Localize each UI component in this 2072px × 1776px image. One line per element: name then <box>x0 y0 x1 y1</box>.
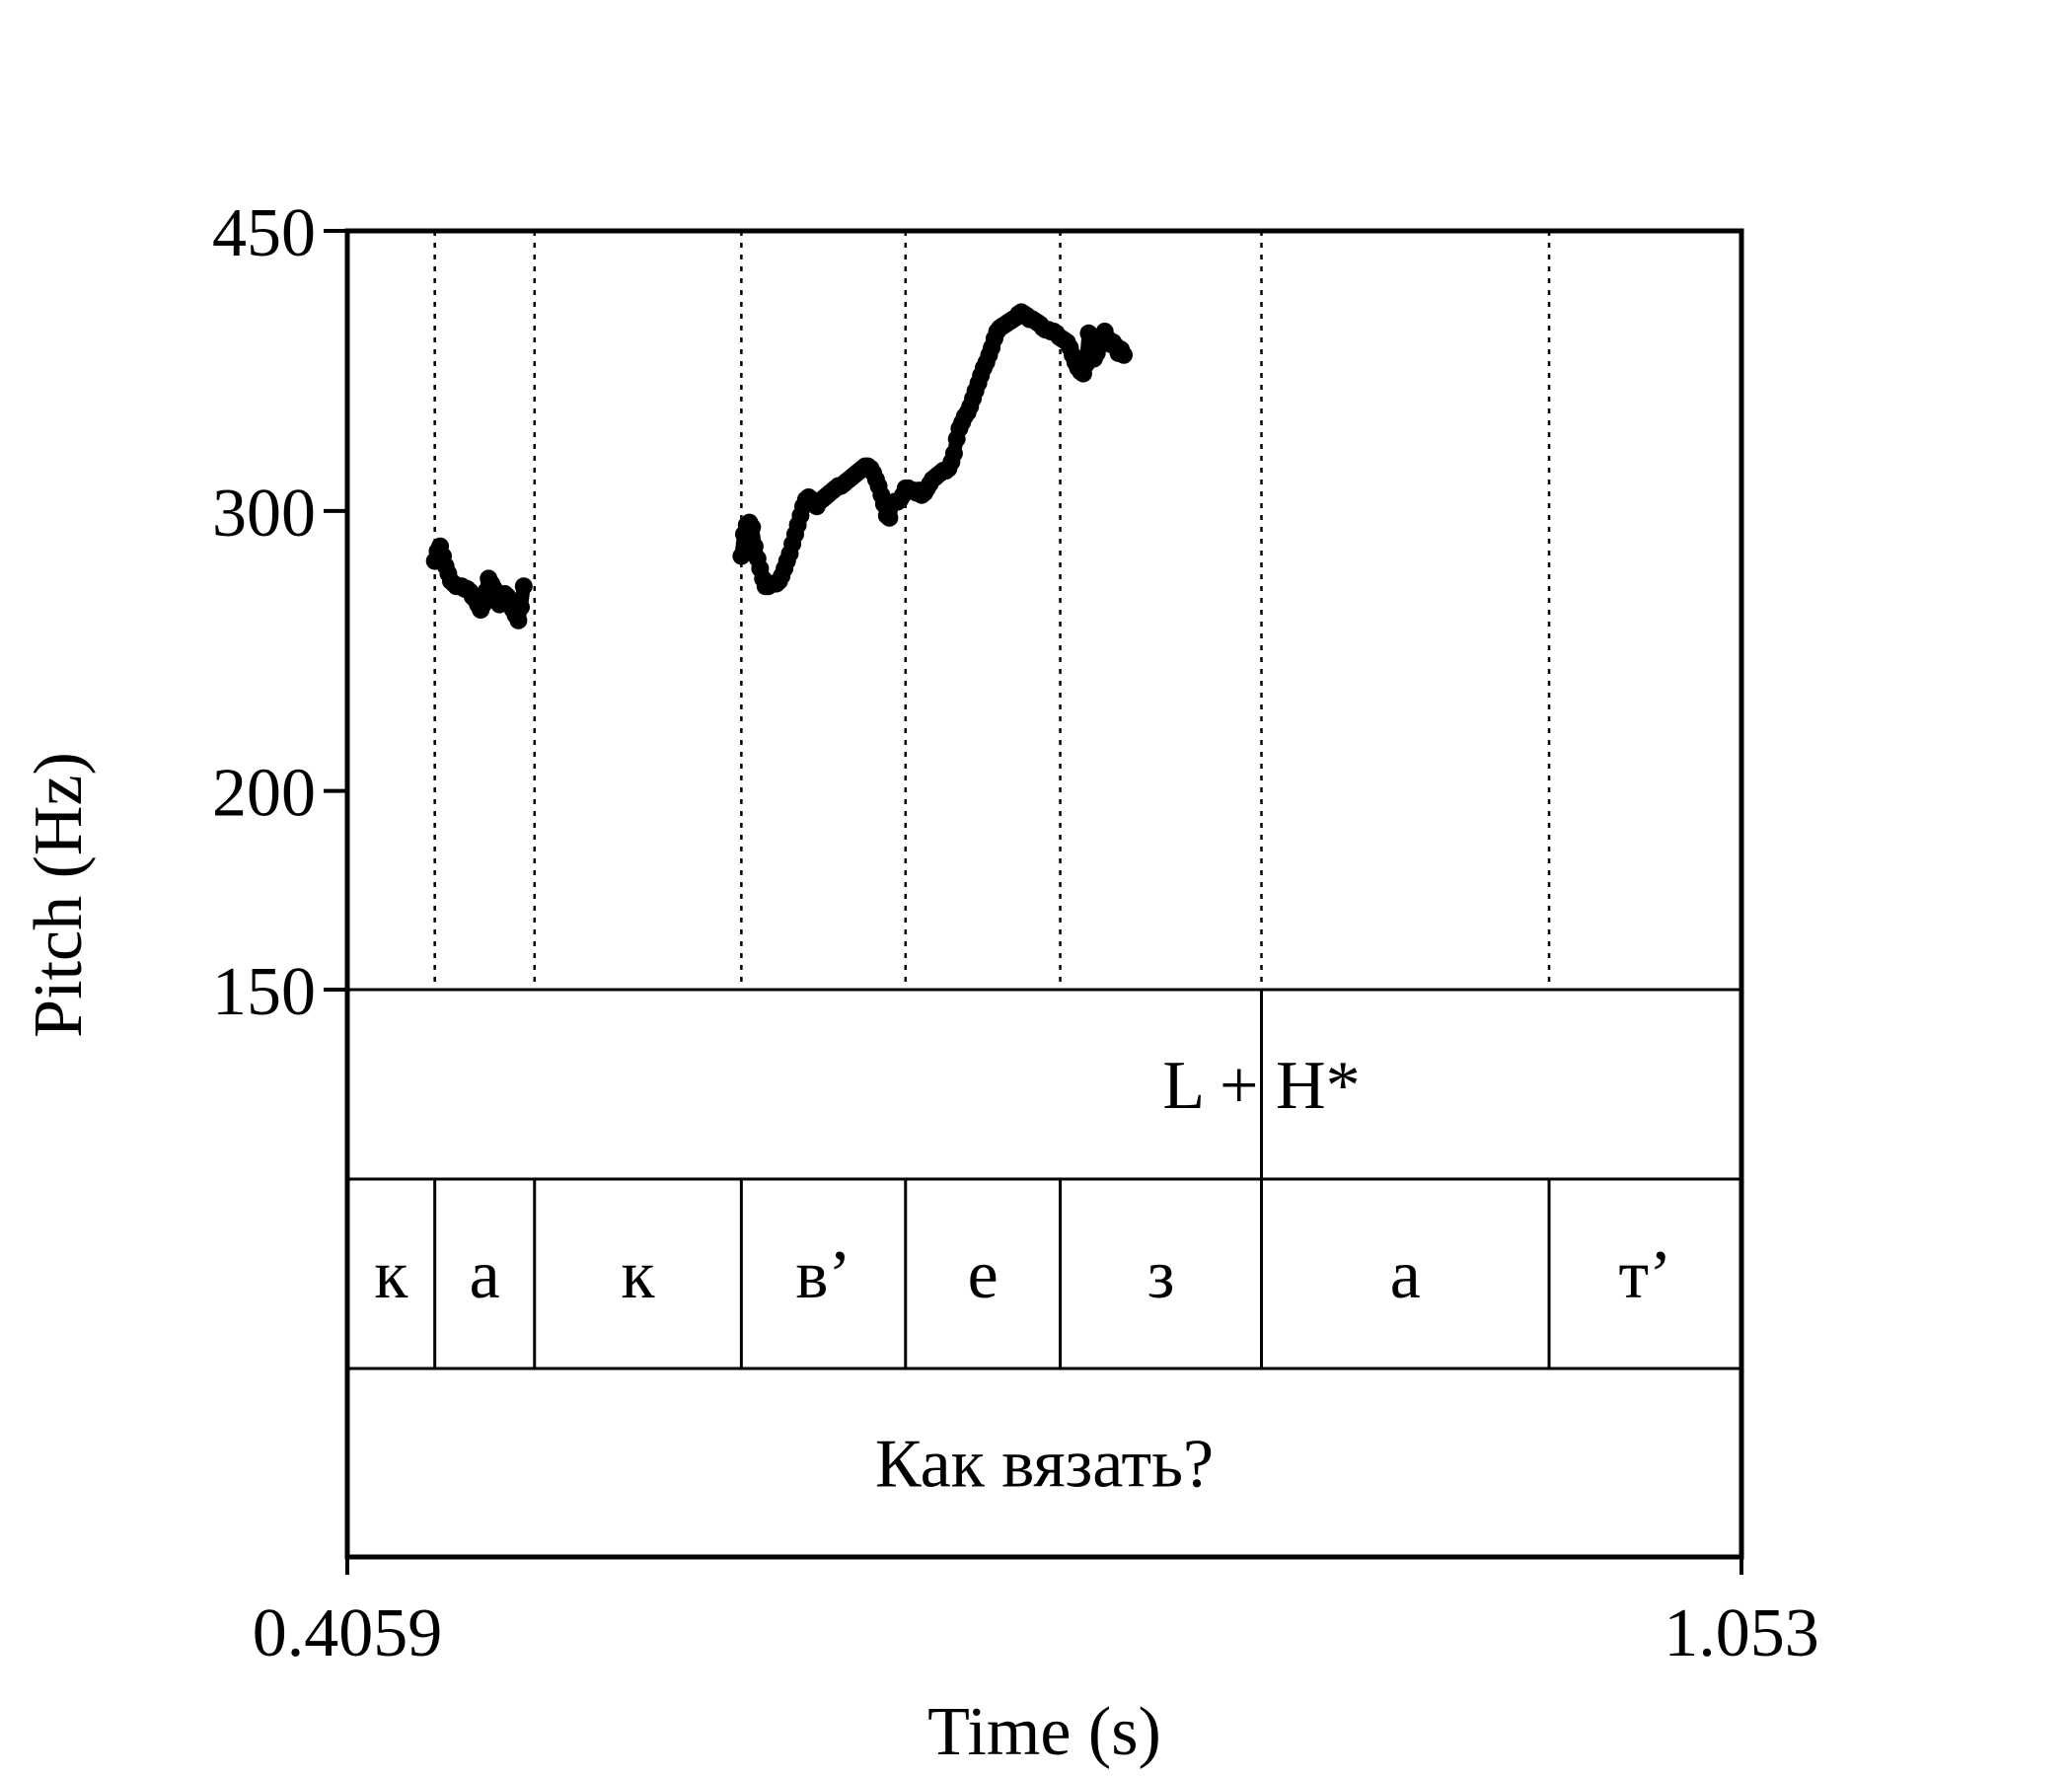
segment-label: а <box>1390 1237 1421 1313</box>
y-tick-label: 200 <box>212 756 316 832</box>
segment-label: т’ <box>1619 1237 1672 1313</box>
x-axis-title: Time (s) <box>927 1694 1161 1770</box>
tone-label: L + H* <box>1162 1048 1360 1124</box>
segment-label: в’ <box>795 1237 851 1313</box>
axes: 150 200 300 450 0.4059 1.053 Time (s) Pitch (Hz… <box>21 195 1819 1770</box>
annotation-tiers: L + H*к а к в’ е з а т’Как вязать? <box>347 988 1741 1503</box>
pitch-point <box>743 518 762 537</box>
y-axis-title: Pitch (Hz) <box>21 752 97 1038</box>
pitch-point <box>512 598 530 617</box>
segment-label: к <box>374 1237 408 1313</box>
pitch-point <box>514 577 533 596</box>
segment-label: з <box>1147 1237 1175 1313</box>
y-tick-label: 450 <box>212 195 316 271</box>
pitch-point <box>880 508 899 527</box>
segment-label: е <box>968 1237 999 1313</box>
y-tick-label: 150 <box>212 954 316 1030</box>
y-tick-label: 300 <box>212 476 316 552</box>
segment-label: к <box>622 1237 656 1313</box>
sentence-label: Как вязать? <box>875 1427 1214 1503</box>
pitch-point <box>1115 345 1133 364</box>
pitch-point <box>944 444 963 463</box>
x-tick-label: 1.053 <box>1664 1595 1819 1671</box>
pitch-point <box>1079 324 1098 342</box>
plot-area <box>425 231 1551 990</box>
pitch-point <box>732 547 751 565</box>
pitch-point <box>509 611 528 629</box>
plot-frame <box>344 228 1744 1560</box>
x-tick-label: 0.4059 <box>253 1595 443 1671</box>
segment-label: а <box>470 1237 500 1313</box>
